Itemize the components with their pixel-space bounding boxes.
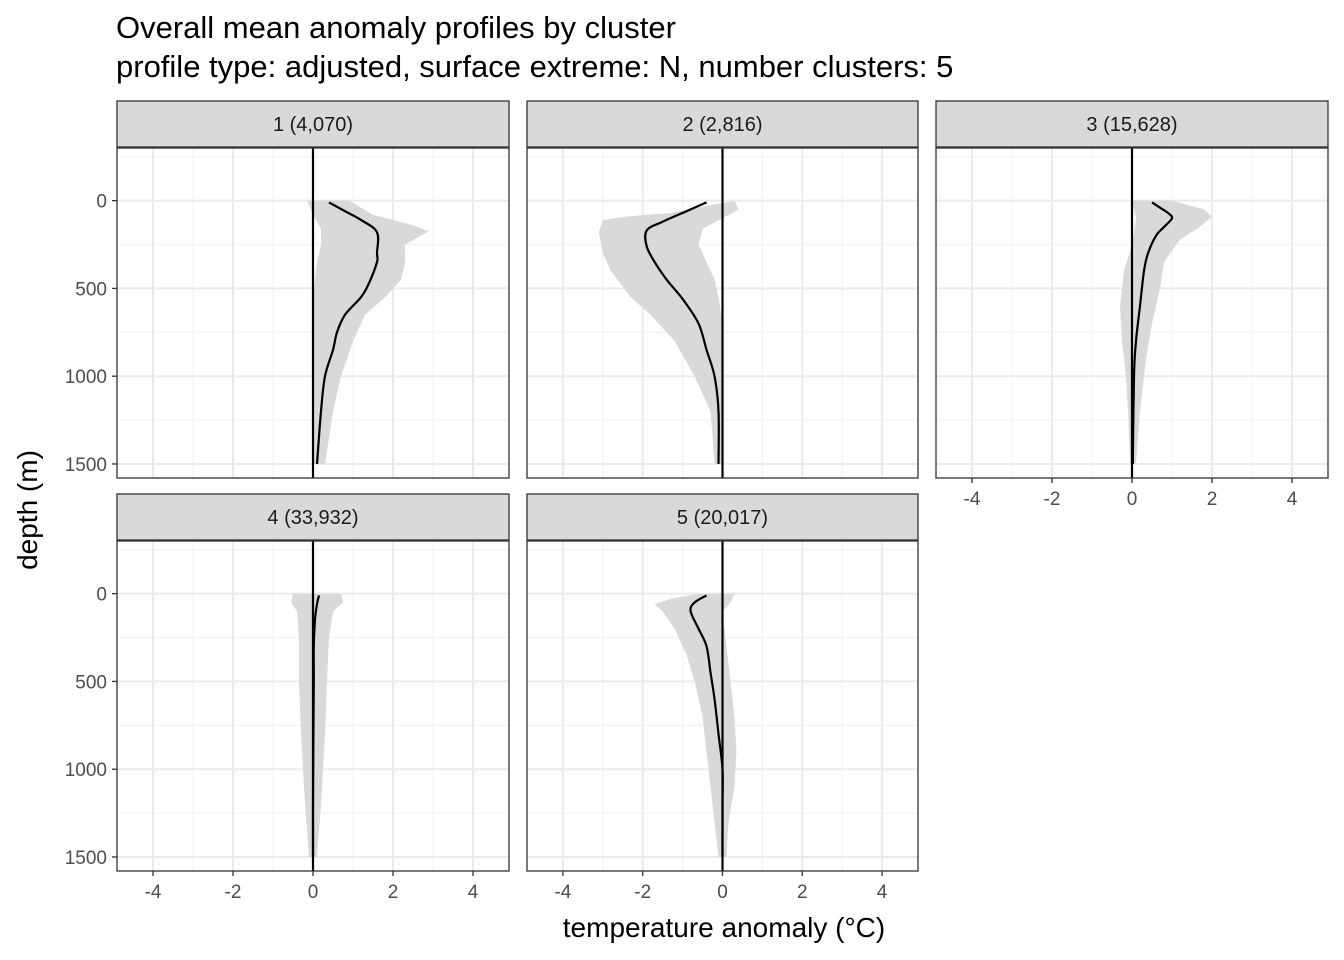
ribbon-area	[1120, 200, 1212, 464]
panel-border	[526, 147, 919, 479]
x-tick-label: 0	[717, 882, 728, 903]
mean-profile-line	[315, 201, 380, 465]
facet-panel-1: 1 (4,070) 0 500 1000 1500	[65, 100, 510, 479]
ribbon-area	[654, 593, 737, 857]
facet-strip	[526, 100, 919, 148]
facet-strip-label: 4 (33,932)	[267, 507, 358, 529]
x-tick-label: 4	[1287, 489, 1298, 510]
x-tick-label: -2	[1044, 489, 1061, 510]
facet-strip	[935, 100, 1329, 148]
x-tick-label: -2	[225, 882, 242, 903]
x-tick-label: -4	[964, 489, 981, 510]
facet-strip	[116, 100, 510, 148]
facet-panel-2: 2 (2,816)	[526, 100, 919, 479]
x-tick-label: 2	[797, 882, 808, 903]
y-tick-label: 0	[96, 585, 107, 606]
x-tick-label: 2	[1207, 489, 1218, 510]
ribbon-area	[598, 200, 739, 464]
y-tick-label: 500	[75, 279, 107, 300]
mean-profile-line	[1131, 201, 1174, 464]
y-tick-label: 1500	[65, 848, 107, 869]
y-axis-title: depth (m)	[12, 450, 43, 570]
facet-strip-label: 1 (4,070)	[273, 114, 353, 136]
chart-title-line1: Overall mean anomaly profiles by cluster	[116, 10, 676, 45]
panel-border	[116, 147, 510, 479]
x-tick-label: -4	[554, 882, 571, 903]
x-tick-label: 2	[388, 882, 399, 903]
mean-profile-line	[689, 594, 724, 857]
mean-profile-line	[644, 201, 720, 464]
x-axis-title: temperature anomaly (°C)	[562, 912, 886, 943]
ribbon-area	[307, 200, 429, 464]
facet-strip-label: 5 (20,017)	[677, 507, 768, 529]
y-tick-label: 1500	[65, 455, 107, 476]
facet-panel-4: 4 (33,932) 0 500 1000 1500 -4 -2 0 2 4	[65, 493, 510, 903]
x-tick-label: -2	[634, 882, 651, 903]
x-tick-label: 4	[877, 882, 888, 903]
x-tick-label: -4	[145, 882, 162, 903]
y-tick-label: 0	[96, 192, 107, 213]
x-tick-label: 4	[468, 882, 479, 903]
facet-strip-label: 2 (2,816)	[682, 114, 762, 136]
mean-profile-line	[311, 595, 321, 857]
x-tick-label: 0	[308, 882, 319, 903]
facet-strip-label: 3 (15,628)	[1086, 114, 1177, 136]
facet-panel-5: 5 (20,017) -4 -2 0 2 4	[526, 493, 919, 903]
ribbon-area	[291, 593, 343, 857]
facet-strip	[116, 493, 510, 541]
y-tick-label: 500	[75, 672, 107, 693]
facet-panel-3: 3 (15,628) -4 -2 0 2 4	[935, 100, 1329, 510]
chart-title-line2: profile type: adjusted, surface extreme:…	[116, 49, 954, 84]
y-tick-label: 1000	[65, 367, 107, 388]
facet-strip	[526, 493, 919, 541]
x-tick-label: 0	[1127, 489, 1138, 510]
y-tick-label: 1000	[65, 760, 107, 781]
